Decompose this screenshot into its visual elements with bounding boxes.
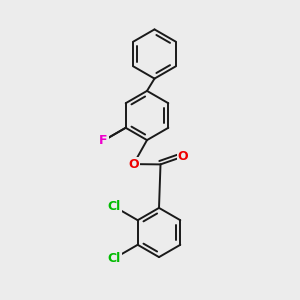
- Text: O: O: [128, 158, 139, 171]
- Text: O: O: [178, 150, 188, 163]
- Text: Cl: Cl: [108, 252, 121, 265]
- Text: F: F: [99, 134, 108, 147]
- Text: Cl: Cl: [108, 200, 121, 213]
